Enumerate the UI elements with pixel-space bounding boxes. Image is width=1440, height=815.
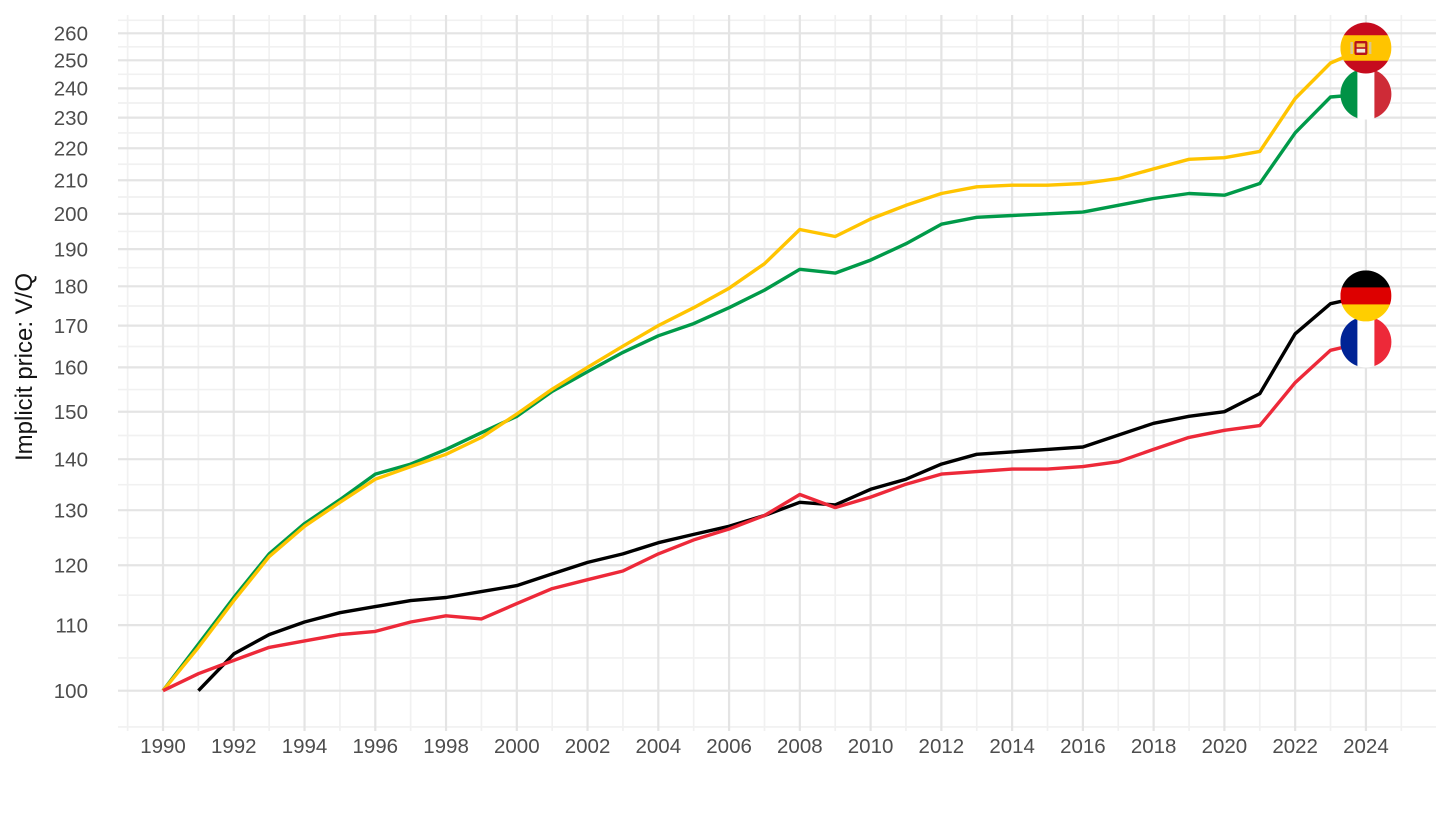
line-germany (197, 294, 1367, 692)
x-tick-label: 2020 (1202, 735, 1248, 758)
emblem-shield (1354, 41, 1368, 55)
y-tick-label: 220 (54, 138, 88, 161)
y-tick-label: 190 (54, 238, 88, 261)
x-tick-label: 2008 (777, 735, 823, 758)
flag-stripes (1340, 68, 1392, 120)
flag-spain-icon (1340, 22, 1392, 74)
flag-stripes (1340, 270, 1392, 322)
line-spain (161, 46, 1367, 692)
emblem-detail (1356, 48, 1366, 53)
x-tick-label: 1994 (282, 735, 328, 758)
flag-stripes (1340, 316, 1392, 368)
flag-stripe (1340, 22, 1392, 36)
y-tick-label: 250 (54, 50, 88, 73)
flag-stripe (1357, 68, 1375, 120)
flag-stripe (1340, 287, 1392, 305)
y-tick-label: 100 (54, 680, 88, 703)
emblem-detail (1356, 43, 1366, 48)
x-tick-label: 2002 (565, 735, 611, 758)
x-tick-label: 2022 (1272, 735, 1318, 758)
flag-france-icon (1340, 316, 1392, 368)
axis-labels: 1990 1992 1994 1996 1998 2000 2002 2004 2006 2008… (54, 23, 1389, 758)
y-tick-label: 160 (54, 357, 88, 380)
x-tick-label: 2016 (1060, 735, 1106, 758)
y-tick-label: 140 (54, 449, 88, 472)
flag-italy-icon (1340, 68, 1392, 120)
grid-layer (118, 15, 1436, 731)
x-tick-label: 2012 (919, 735, 965, 758)
y-tick-label: 110 (55, 614, 88, 637)
y-tick-label: 200 (54, 203, 88, 226)
x-tick-label: 2018 (1131, 735, 1177, 758)
x-tick-label: 2024 (1343, 735, 1389, 758)
line-italy (161, 92, 1367, 692)
x-tick-label: 1990 (140, 735, 186, 758)
flag-stripe (1374, 68, 1392, 120)
flag-stripe (1340, 304, 1392, 322)
x-tick-label: 1998 (423, 735, 469, 758)
y-axis-title: Implicit price: V/Q (11, 272, 38, 462)
emblem-pillar (1350, 42, 1353, 54)
y-tick-label: 180 (54, 276, 88, 299)
y-tick-label: 120 (54, 555, 88, 578)
flag-stripe (1340, 316, 1358, 368)
y-tick-label: 260 (54, 23, 88, 46)
flag-markers (1340, 22, 1392, 368)
flag-stripe (1340, 60, 1392, 74)
flag-emblem (1350, 41, 1372, 55)
flag-stripes (1340, 22, 1392, 74)
x-tick-label: 1996 (352, 735, 398, 758)
x-tick-label: 2014 (989, 735, 1035, 758)
x-tick-label: 2006 (706, 735, 752, 758)
emblem-pillar (1368, 42, 1372, 54)
y-tick-label: 170 (54, 315, 88, 338)
y-tick-label: 210 (54, 170, 88, 193)
x-tick-label: 2010 (848, 735, 894, 758)
x-tick-label: 2004 (636, 735, 682, 758)
flag-germany-icon (1340, 270, 1392, 322)
y-tick-label: 230 (54, 107, 88, 130)
flag-stripe (1340, 68, 1358, 120)
line-france (162, 340, 1367, 693)
y-tick-label: 240 (54, 78, 88, 101)
flag-stripe (1374, 316, 1392, 368)
flag-stripe (1340, 270, 1392, 288)
y-tick-label: 130 (54, 499, 88, 522)
flag-stripe (1357, 316, 1375, 368)
x-tick-label: 2000 (494, 735, 540, 758)
y-tick-label: 150 (54, 401, 88, 424)
x-tick-label: 1992 (211, 735, 257, 758)
series-lines (161, 46, 1367, 693)
